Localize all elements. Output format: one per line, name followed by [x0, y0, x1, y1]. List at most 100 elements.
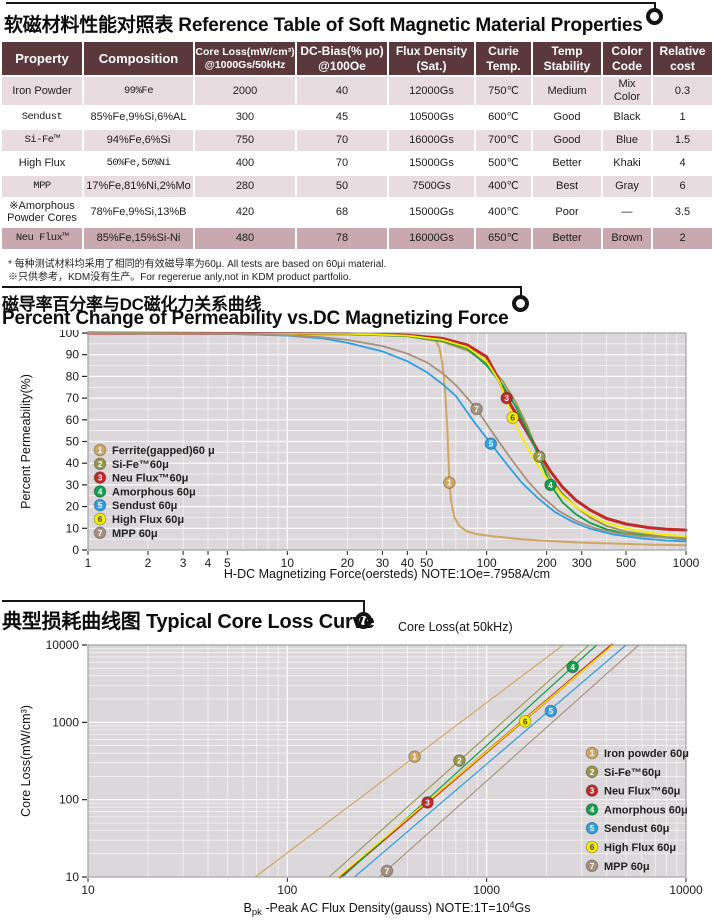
table-row: MPP 17%Fe,81%Ni,2%Mo 280 50 7500Gs 400℃ Best Gr…: [0, 173, 712, 199]
x-tick-label: 500: [616, 556, 636, 570]
footnote-2: ※只供参考，KDM没有生产。For regererue anly,not in …: [8, 272, 352, 283]
table-row: Iron Powder 99%Fe 2000 40 12000Gs 750℃ Medium M…: [0, 75, 712, 107]
x-axis-label: Bpk -Peak AC Flux Density(gauss) NOTE:1T…: [243, 900, 530, 918]
series-line-5: [353, 644, 627, 878]
series-marker-6: [93, 512, 107, 526]
series-marker-1: [585, 746, 599, 760]
series-marker-number: 1: [98, 445, 103, 455]
table-cell: 750℃: [474, 75, 533, 107]
loss-chart-subtitle: Core Loss(at 50kHz): [398, 620, 513, 634]
table-cell: 4: [651, 150, 712, 176]
series-marker-1: [93, 443, 107, 457]
table-cell: 78%Fe,9%Si,13%B: [82, 196, 195, 228]
table-cell: 2000: [193, 75, 297, 107]
bracket-line-3: [2, 600, 365, 612]
x-tick-label: 10: [281, 556, 295, 570]
y-tick-label: 0: [72, 543, 79, 557]
table-cell: Better: [531, 150, 603, 176]
table-cell: 400: [193, 150, 297, 176]
table-cell: 70: [295, 150, 389, 176]
legend-item: 2 Si-Fe™60μ: [93, 457, 169, 471]
x-axis-label: H-DC Magnetizing Force(oersteds) NOTE:1O…: [224, 567, 550, 581]
series-marker-3: [585, 784, 599, 797]
perm-section-title-en: Percent Change of Permeability vs.DC Mag…: [2, 308, 509, 329]
series-line-5: [87, 332, 687, 543]
series-marker-4: [566, 660, 579, 674]
y-tick-label: 10: [66, 870, 80, 884]
series-marker-6: [585, 840, 599, 854]
table-cell: High Flux: [0, 150, 84, 176]
series-marker-5: [93, 498, 107, 512]
y-tick-label: 40: [66, 456, 80, 470]
legend-item: 7 MPP 60μ: [585, 859, 650, 873]
x-tick-label: 4: [205, 556, 212, 570]
x-tick-label: 100: [277, 883, 297, 897]
y-tick-label: 70: [66, 391, 80, 405]
y-tick-label: 60: [66, 413, 80, 427]
table-header-row: Property Composition Core Loss(mW/cm³) @100…: [0, 39, 712, 78]
table-cell: —: [601, 196, 653, 228]
footnote-1: * 每种测试材料均采用了相同的有效磁导率为60μ. All tests are …: [8, 259, 387, 270]
series-marker-number: 1: [412, 752, 417, 762]
table-cell: Brown: [601, 225, 653, 251]
table-cell: 85%Fe,9%Si,6%AL: [82, 104, 195, 130]
plot-border: [87, 644, 687, 878]
y-tick-label: 100: [59, 330, 79, 340]
series-marker-number: 7: [98, 528, 103, 538]
x-tick-label: 1000: [473, 883, 500, 897]
column-header: Curie Temp.: [474, 39, 533, 78]
x-tick-label: 300: [572, 556, 592, 570]
table-cell: 650℃: [474, 225, 533, 251]
table-cell: ※Amorphous Powder Cores: [0, 196, 84, 228]
column-header: Core Loss(mW/cm³) @1000Gs/50kHz: [193, 39, 297, 78]
legend-item: 3 Neu Flux™60μ: [585, 784, 680, 798]
x-axis-ticks: 1 2 3 4 5 10 20 30 40 50 100 200 300 500 1000: [85, 551, 700, 570]
table-cell: 400℃: [474, 196, 533, 228]
series-marker-4: [585, 803, 599, 816]
legend-label: High Flux 60μ: [112, 514, 184, 526]
legend-item: 5 Sendust 60μ: [93, 498, 177, 512]
y-axis-label: Percent Permeability(%): [19, 374, 33, 509]
table-cell: Iron Powder: [0, 75, 84, 107]
series-marker-number: 7: [474, 404, 479, 414]
table-cell: 500℃: [474, 150, 533, 176]
legend-item: 4 Amorphous 60μ: [93, 485, 196, 498]
table-cell: 1: [651, 104, 712, 130]
y-axis-ticks: 10 100 1000 10000: [46, 640, 87, 884]
series-marker-number: 2: [590, 767, 595, 777]
table-cell: 300: [193, 104, 297, 130]
x-tick-label: 5: [224, 556, 231, 570]
y-tick-label: 20: [66, 500, 80, 514]
series-marker-number: 4: [98, 486, 103, 496]
table-cell: 750: [193, 127, 297, 153]
table-cell: Neu Flux™: [0, 225, 84, 251]
legend-label: Si-Fe™60μ: [112, 459, 169, 471]
column-header: Composition: [82, 39, 195, 78]
loss-section-title-zh: 典型损耗曲线图: [2, 611, 141, 633]
series-marker-number: 3: [425, 797, 430, 807]
x-tick-label: 2: [145, 556, 152, 570]
series-marker-number: 5: [489, 439, 494, 449]
ring-icon-2: [512, 295, 529, 312]
series-marker-3: [421, 796, 434, 809]
x-tick-label: 50: [420, 556, 434, 570]
plot-area: [88, 645, 686, 877]
table-cell: 7500Gs: [387, 173, 476, 199]
gridlines: [87, 332, 687, 551]
series-line-6: [337, 644, 614, 878]
x-tick-label: 3: [180, 556, 187, 570]
legend-label: Iron powder 60μ: [604, 748, 689, 760]
series-marker-4: [544, 478, 557, 492]
table-cell: 16000Gs: [387, 225, 476, 251]
y-tick-label: 10000: [46, 640, 80, 652]
page-title: 软磁材料性能对照表 Reference Table of Soft Magnet…: [4, 10, 643, 37]
series-marker-6: [506, 411, 519, 424]
table-cell: 40: [295, 75, 389, 107]
table-cell: 700℃: [474, 127, 533, 153]
legend-item: 5 Sendust 60μ: [585, 821, 669, 835]
table-body: Iron Powder 99%Fe 2000 40 12000Gs 750℃ Medium M…: [0, 75, 712, 251]
series-marker-number: 3: [504, 393, 509, 403]
table-cell: Good: [531, 104, 603, 130]
table-row: Sendust 85%Fe,9%Si,6%AL 300 45 10500Gs 600℃ Go…: [0, 104, 712, 130]
